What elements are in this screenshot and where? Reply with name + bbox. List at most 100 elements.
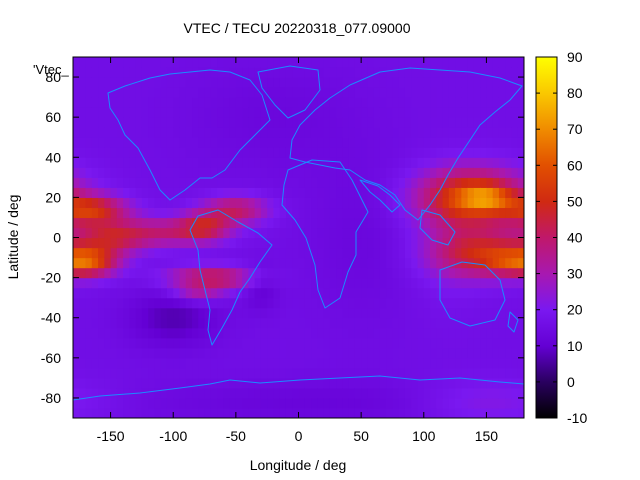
heat-cell (166, 97, 174, 108)
heat-cell (498, 207, 506, 219)
heat-cell (154, 307, 162, 319)
heat-cell (379, 147, 387, 158)
heat-cell (404, 77, 412, 88)
heat-cell (379, 127, 387, 138)
heat-cell (91, 117, 99, 128)
heat-cell (423, 67, 431, 78)
heat-cell (248, 217, 256, 229)
heat-cell (317, 257, 325, 269)
heat-cell (185, 207, 193, 219)
heat-cell (486, 177, 494, 188)
heat-cell (317, 137, 325, 148)
heat-cell (480, 187, 488, 198)
heat-cell (154, 397, 162, 409)
heat-cell (192, 327, 199, 339)
heat-cell (298, 197, 306, 209)
heat-cell (467, 357, 475, 369)
heat-cell (185, 297, 193, 309)
heat-cell (154, 257, 162, 269)
heat-cell (455, 337, 462, 349)
heat-cell (505, 327, 513, 339)
heat-cell (104, 327, 112, 339)
heat-cell (473, 337, 481, 349)
heat-cell (123, 297, 130, 309)
heat-cell (467, 387, 475, 399)
heat-cell (204, 187, 212, 198)
heat-cell (423, 177, 431, 188)
heat-cell (148, 97, 156, 108)
heat-cell (423, 297, 431, 309)
heat-cell (260, 267, 268, 279)
heat-cell (379, 57, 387, 68)
heat-cell (455, 57, 462, 68)
heat-cell (298, 107, 306, 118)
heat-cell (116, 277, 124, 289)
heat-cell (386, 187, 394, 198)
heat-cell (311, 197, 318, 209)
heat-cell (354, 357, 362, 369)
heat-cell (323, 207, 331, 219)
heat-cell (317, 127, 325, 138)
heat-cell (442, 307, 450, 319)
heat-cell (323, 317, 331, 329)
heat-cell (285, 347, 293, 359)
heat-cell (386, 407, 394, 418)
heat-cell (304, 377, 312, 389)
heat-cell (210, 57, 218, 68)
heat-cell (367, 147, 375, 158)
heat-cell (492, 397, 500, 409)
heat-cell (248, 87, 256, 98)
heat-cell (160, 357, 168, 369)
heat-cell (173, 97, 181, 108)
heat-cell (229, 97, 237, 108)
heat-cell (166, 327, 174, 339)
heat-cell (411, 87, 419, 98)
heat-cell (323, 337, 331, 349)
heat-cell (442, 187, 450, 198)
heat-cell (223, 367, 231, 379)
heat-cell (467, 247, 475, 259)
heat-cell (436, 187, 444, 198)
heat-cell (154, 337, 162, 349)
heat-cell (373, 357, 381, 369)
heat-cell (392, 147, 400, 158)
heat-cell (492, 257, 500, 269)
heat-cell (323, 367, 331, 379)
heat-cell (517, 107, 524, 118)
heat-cell (411, 297, 419, 309)
heat-cell (498, 117, 506, 128)
heat-cell (285, 257, 293, 269)
heat-cell (217, 117, 224, 128)
heat-cell (442, 347, 450, 359)
heat-cell (430, 307, 437, 319)
heat-cell (498, 187, 506, 198)
heat-cell (392, 327, 400, 339)
heat-cell (517, 297, 524, 309)
heat-cell (473, 127, 481, 138)
heat-cell (154, 317, 162, 329)
heat-cell (348, 247, 356, 259)
heat-cell (235, 347, 243, 359)
heat-cell (461, 77, 469, 88)
heat-cell (404, 87, 412, 98)
heat-cell (129, 197, 137, 209)
heat-cell (423, 367, 431, 379)
heat-cell (480, 167, 488, 178)
heat-cell (79, 157, 87, 168)
heat-cell (292, 387, 300, 399)
heat-cell (317, 407, 325, 418)
heat-cell (498, 367, 506, 379)
heat-cell (148, 77, 156, 88)
heat-cell (311, 387, 318, 399)
heat-cell (285, 367, 293, 379)
heat-cell (129, 57, 137, 68)
heat-cell (154, 377, 162, 389)
heat-cell (104, 227, 112, 239)
colorbar-tick-label: 0 (567, 374, 575, 390)
heat-cell (173, 297, 181, 309)
heat-cell (430, 237, 437, 249)
heat-cell (311, 177, 318, 188)
heat-cell (329, 237, 337, 249)
heat-cell (73, 247, 80, 259)
heat-cell (404, 127, 412, 138)
